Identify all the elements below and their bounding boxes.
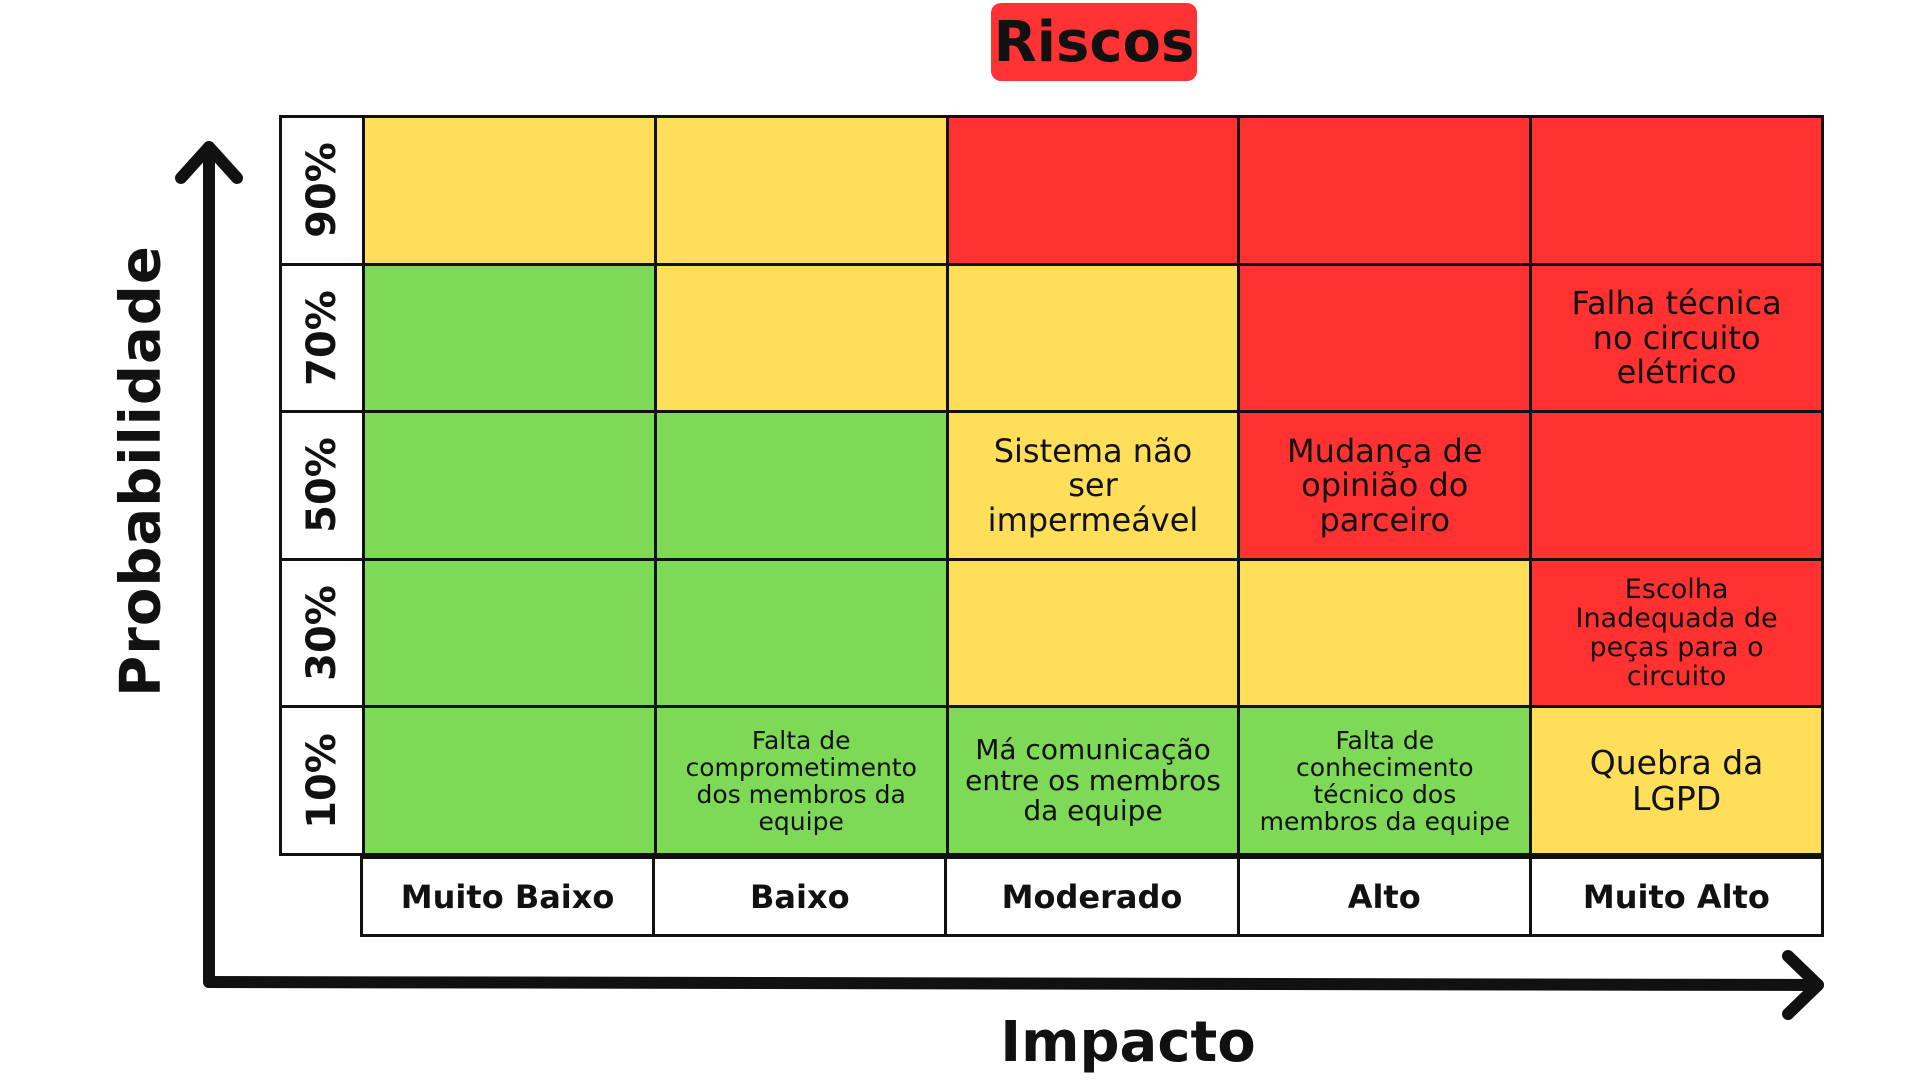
matrix-cell <box>365 560 654 706</box>
matrix-cell: Falha técnica no circuito elétrico <box>1532 265 1821 411</box>
matrix-cell <box>1240 560 1530 706</box>
impact-label: Alto <box>1239 859 1529 934</box>
risk-text: Quebra da LGPD <box>1589 743 1764 818</box>
matrix-cell <box>365 118 654 263</box>
impact-label: Moderado <box>947 859 1237 934</box>
probability-label: 10% <box>282 708 362 853</box>
risk-text: Sistema não ser impermeável <box>987 431 1199 539</box>
probability-label: 90% <box>282 118 362 263</box>
matrix-cell <box>656 118 946 263</box>
matrix-cell <box>365 708 654 853</box>
risk-text: Mudança de opinião do parceiro <box>1287 431 1483 539</box>
probability-label: 50% <box>282 413 362 558</box>
risk-text: Escolha Inadequada de peças para o circu… <box>1575 573 1778 693</box>
matrix-cell <box>948 560 1238 706</box>
risk-text: Falha técnica no circuito elétrico <box>1571 284 1782 392</box>
title-badge: Riscos <box>991 3 1197 81</box>
y-axis-arrowhead <box>175 141 243 184</box>
matrix-cell: Falta de conhecimento técnico dos membro… <box>1240 708 1530 853</box>
matrix-cell: Escolha Inadequada de peças para o circu… <box>1532 560 1821 706</box>
impact-label: Muito Baixo <box>363 859 653 934</box>
matrix-cell <box>948 118 1238 263</box>
impact-label: Baixo <box>655 859 945 934</box>
matrix-cell: Falta de comprometimento dos membros da … <box>656 708 946 853</box>
risk-text: Falta de conhecimento técnico dos membro… <box>1259 725 1510 836</box>
x-axis-label: Impacto <box>1000 1010 1256 1075</box>
matrix-cell <box>1532 118 1821 263</box>
matrix-cell <box>1240 265 1530 411</box>
probability-label: 70% <box>282 265 362 411</box>
impact-label: Muito Alto <box>1531 859 1821 934</box>
probability-label: 30% <box>282 560 362 706</box>
matrix-cell <box>948 265 1238 411</box>
impact-labels-row: Muito Baixo Baixo Moderado Alto Muito Alto <box>360 856 1824 937</box>
x-axis-arrowhead <box>1782 950 1824 1020</box>
matrix-cell <box>365 265 654 411</box>
risk-text: Falta de comprometimento dos membros da … <box>685 725 917 836</box>
matrix-cell: Sistema não ser impermeável <box>948 413 1238 558</box>
title-text: Riscos <box>993 9 1195 75</box>
x-axis-line <box>203 976 1824 991</box>
matrix-cell: Quebra da LGPD <box>1532 708 1821 853</box>
matrix-cell <box>365 413 654 558</box>
risk-text: Má comunicação entre os membros da equip… <box>965 733 1221 827</box>
matrix-cell <box>656 265 946 411</box>
matrix-cell <box>656 413 946 558</box>
matrix-cell <box>656 560 946 706</box>
matrix-cell <box>1240 118 1530 263</box>
matrix-cell <box>1532 413 1821 558</box>
matrix-cell: Má comunicação entre os membros da equip… <box>948 708 1238 853</box>
matrix-cell: Mudança de opinião do parceiro <box>1240 413 1530 558</box>
risk-matrix: 90% 70% Falha técnica no circuito elétrico… <box>279 115 1824 856</box>
